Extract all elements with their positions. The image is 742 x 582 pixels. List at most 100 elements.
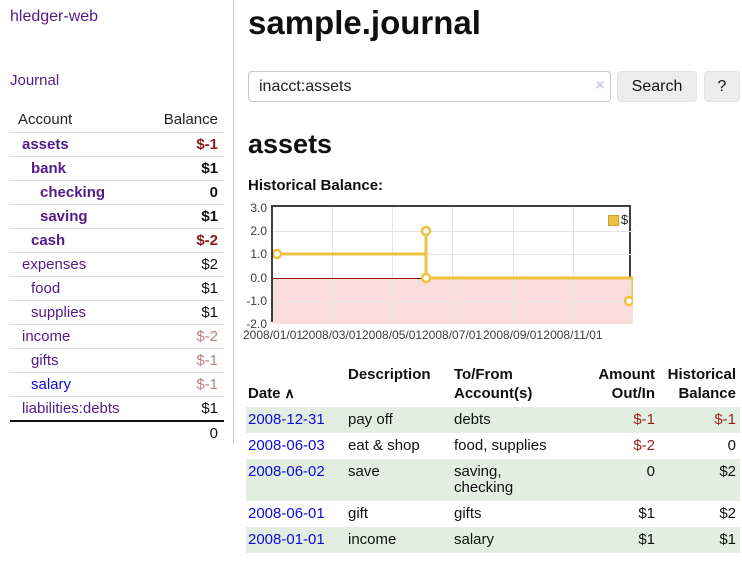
transaction-description: eat & shop <box>348 437 420 454</box>
y-axis-tick: -1.0 <box>246 294 267 308</box>
account-row: gifts $-1 <box>10 348 224 372</box>
account-link-saving[interactable]: saving <box>40 208 88 225</box>
transaction-row: 2008-01-01 income salary $1 $1 <box>246 527 740 553</box>
account-row: assets $-1 <box>10 132 224 156</box>
transaction-balance: $1 <box>719 531 736 548</box>
account-link-income[interactable]: income <box>22 328 71 345</box>
sidebar-item-journal[interactable]: Journal <box>10 72 60 89</box>
account-link-assets[interactable]: assets <box>22 136 69 153</box>
gridline <box>513 207 514 324</box>
column-header-balance: Historical Balance <box>667 366 736 402</box>
account-balance: $-1 <box>196 376 218 393</box>
legend-label: $ <box>621 212 629 227</box>
transaction-amount: $-2 <box>633 437 655 454</box>
account-link-liabilities-debts[interactable]: liabilities:debts <box>22 400 120 417</box>
account-row: expenses $2 <box>10 252 224 276</box>
transaction-accounts: debts <box>454 411 491 428</box>
transaction-balance: $2 <box>719 505 736 522</box>
gridline <box>452 207 453 324</box>
account-row: saving $1 <box>10 204 224 228</box>
account-balance: $-2 <box>196 232 218 249</box>
column-header-date[interactable]: Date ∧ <box>246 363 346 407</box>
transaction-balance: $-1 <box>714 411 736 428</box>
account-balance: $1 <box>201 400 218 417</box>
account-row: cash $-2 <box>10 228 224 252</box>
accounts-total-value: 0 <box>209 424 218 442</box>
gridline <box>273 301 633 302</box>
sort-ascending-icon: ∧ <box>284 385 295 401</box>
transaction-date-link[interactable]: 2008-06-03 <box>248 437 325 454</box>
accounts-sidebar: Account Balance assets $-1 bank $1 check… <box>10 106 224 444</box>
column-header-amount: Amount Out/In <box>598 366 655 402</box>
transaction-row: 2008-06-01 gift gifts $1 $2 <box>246 501 740 527</box>
transaction-amount: $1 <box>638 531 655 548</box>
search-input[interactable] <box>248 71 611 102</box>
account-row: salary $-1 <box>10 372 224 396</box>
transaction-date-link[interactable]: 2008-06-02 <box>248 463 325 480</box>
gridline <box>273 254 633 255</box>
clear-search-icon[interactable]: × <box>595 77 605 94</box>
account-balance: $1 <box>201 160 218 177</box>
account-balance: $1 <box>201 280 218 297</box>
transaction-amount: 0 <box>646 463 655 480</box>
gridline <box>332 207 333 324</box>
page-title: sample.journal <box>248 4 481 41</box>
account-link-food[interactable]: food <box>31 280 61 297</box>
accounts-header: Account Balance <box>10 106 224 132</box>
transaction-accounts: food, supplies <box>454 437 547 454</box>
x-axis-tick: 2008/05/01 <box>362 328 423 342</box>
help-button[interactable]: ? <box>704 71 740 102</box>
brand-link[interactable]: hledger-web <box>10 8 99 25</box>
transaction-accounts: saving, checking <box>454 463 514 496</box>
account-row: income $-2 <box>10 324 224 348</box>
account-link-expenses[interactable]: expenses <box>22 256 87 273</box>
account-balance: $-1 <box>196 136 218 153</box>
search-button[interactable]: Search <box>617 71 697 102</box>
chart-point <box>420 225 432 237</box>
transaction-date-link[interactable]: 2008-01-01 <box>248 531 325 548</box>
account-balance: $1 <box>201 304 218 321</box>
account-row: bank $1 <box>10 156 224 180</box>
y-axis-tick: 2.0 <box>250 224 267 238</box>
account-link-bank[interactable]: bank <box>31 160 67 177</box>
transaction-description: income <box>348 531 397 548</box>
gridline <box>273 231 633 232</box>
account-link-checking[interactable]: checking <box>40 184 106 201</box>
account-balance: $-2 <box>196 328 218 345</box>
transaction-amount: $-1 <box>633 411 655 428</box>
column-header-description: Description <box>348 366 431 383</box>
account-balance: $1 <box>201 208 218 225</box>
transaction-amount: $1 <box>638 505 655 522</box>
account-link-gifts[interactable]: gifts <box>31 352 59 369</box>
chart-point <box>420 272 432 284</box>
account-row: checking 0 <box>10 180 224 204</box>
transaction-accounts: salary <box>454 531 495 548</box>
account-row: liabilities:debts $1 <box>10 396 224 420</box>
column-header-accounts: To/From Account(s) <box>454 366 533 402</box>
transaction-description: gift <box>348 505 369 522</box>
x-axis-tick: 2008/01/01 <box>243 328 304 342</box>
account-balance: 0 <box>209 184 218 201</box>
transaction-date-link[interactable]: 2008-12-31 <box>248 411 325 428</box>
account-link-cash[interactable]: cash <box>31 232 66 249</box>
account-page-title: assets <box>248 129 333 159</box>
accounts-total-row: 0 <box>10 420 224 444</box>
account-link-salary[interactable]: salary <box>31 376 72 393</box>
x-axis-tick: 2008/07/01 <box>422 328 483 342</box>
transaction-row: 2008-06-02 save saving, checking 0 $2 <box>246 459 740 501</box>
y-axis-tick: 3.0 <box>250 201 267 215</box>
x-axis-tick: 2008/11/01 <box>543 328 603 342</box>
account-balance: $2 <box>201 256 218 273</box>
sidebar-divider <box>233 0 234 444</box>
account-link-supplies[interactable]: supplies <box>31 304 87 321</box>
transaction-accounts: gifts <box>454 505 482 522</box>
balance-line-series <box>273 225 633 307</box>
gridline <box>573 207 574 324</box>
transaction-date-link[interactable]: 2008-06-01 <box>248 505 325 522</box>
transaction-row: 2008-12-31 pay off debts $-1 $-1 <box>246 407 740 433</box>
y-axis-tick: 1.0 <box>250 247 267 261</box>
y-axis-tick: 0.0 <box>250 271 267 285</box>
transaction-row: 2008-06-03 eat & shop food, supplies $-2… <box>246 433 740 459</box>
account-row: supplies $1 <box>10 300 224 324</box>
